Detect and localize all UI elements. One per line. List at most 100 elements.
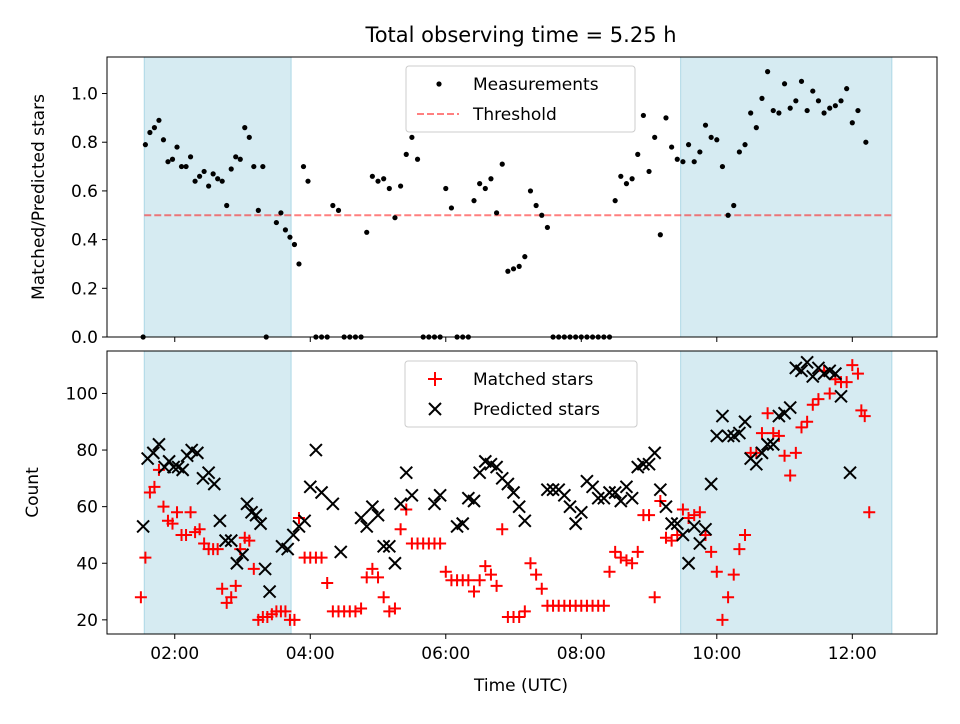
x-tick-label: 12:00 (828, 644, 877, 664)
matched-star-point (631, 545, 644, 558)
predicted-star-point (843, 465, 857, 480)
predicted-star-point (190, 446, 205, 460)
legend-measurements-label: Measurements (473, 75, 599, 95)
measurement-point (533, 202, 539, 209)
bottom-panel: 20 40 60 80 100 02:00 04:00 06:00 08:00 10:00 12:… (23, 350, 938, 696)
measurement-point (174, 144, 180, 150)
predicted-star-point (636, 457, 651, 471)
measurement-point (510, 266, 517, 272)
predicted-star-point (540, 482, 555, 497)
measurement-point (493, 210, 500, 216)
measurement-point (635, 151, 641, 157)
predicted-star-point (512, 499, 526, 514)
measurement-point (398, 183, 404, 189)
matched-star-point (148, 480, 161, 493)
bottom-y-axis-label: Count (23, 467, 43, 518)
matched-star-point (139, 551, 152, 564)
measurement-point (192, 178, 198, 184)
measurement-point (251, 163, 257, 170)
predicted-star-point (472, 465, 487, 480)
predicted-star-point (647, 446, 662, 460)
measurement-point (810, 88, 816, 94)
predicted-star-point (365, 499, 380, 514)
matched-star-point (643, 509, 656, 522)
measurement-point (787, 105, 793, 111)
predicted-star-point (602, 485, 617, 500)
matched-star-point (157, 500, 170, 513)
measurement-point (224, 202, 230, 209)
bottom-y-axis-ticks: 20 40 60 80 100 (66, 384, 107, 631)
predicted-star-point (393, 497, 408, 511)
predicted-star-point (670, 516, 684, 531)
matched-star-point (603, 565, 616, 578)
measurement-point (516, 263, 522, 269)
matched-star-point (462, 574, 475, 587)
predicted-star-point (286, 528, 301, 542)
matched-star-point (321, 577, 334, 590)
measurement-point (844, 86, 850, 92)
predicted-star-point (687, 519, 701, 534)
matched-star-point (496, 523, 509, 536)
measurement-point (855, 107, 861, 114)
matched-star-point (806, 398, 819, 411)
measurement-point (527, 188, 534, 194)
measurement-point (821, 110, 827, 116)
predicted-star-point (653, 482, 668, 497)
predicted-stars-series (136, 355, 857, 599)
predicted-star-point (501, 477, 515, 491)
matched-star-point (755, 427, 768, 440)
predicted-star-point (698, 522, 713, 536)
predicted-star-point (794, 364, 809, 378)
matched-star-point (315, 551, 328, 564)
measurement-point (804, 107, 810, 114)
bottom-shaded-regions (143, 350, 893, 635)
predicted-star-point (557, 488, 572, 503)
predicted-star-point (834, 389, 848, 403)
measurement-point (169, 156, 176, 162)
predicted-star-point (213, 514, 227, 528)
measurement-point (386, 185, 392, 192)
predicted-star-point (518, 514, 532, 528)
measurement-point (849, 120, 855, 126)
matched-star-point (767, 427, 780, 440)
measurement-point (623, 181, 630, 187)
predicted-star-point (297, 514, 312, 528)
predicted-star-point (249, 508, 263, 522)
shaded-region-1 (143, 350, 292, 635)
matched-star-point (863, 506, 876, 519)
measurement-point (731, 202, 737, 209)
predicted-star-point (608, 485, 622, 500)
measurement-point (165, 159, 171, 165)
predicted-star-point (664, 516, 679, 531)
matched-star-point (225, 591, 238, 604)
matched-star-point (513, 611, 526, 624)
y-tick-label: 0.0 (71, 328, 98, 348)
measurement-point (282, 227, 289, 233)
measurement-point (260, 163, 266, 170)
matched-star-point (349, 605, 362, 618)
matched-star-point (739, 528, 752, 541)
measurement-point (255, 207, 261, 213)
measurement-point (674, 156, 680, 162)
x-tick-label: 10:00 (692, 644, 741, 664)
measurement-point (708, 134, 714, 140)
legend-threshold-label: Threshold (472, 105, 557, 125)
matched-star-point (823, 387, 836, 400)
measurement-point (748, 110, 754, 116)
measurement-point (443, 185, 449, 192)
measurement-point (652, 134, 658, 140)
measurement-point (657, 232, 663, 238)
top-y-axis-ticks: 0.0 0.2 0.4 0.6 0.8 1.0 (71, 85, 107, 348)
predicted-star-point (166, 460, 181, 474)
predicted-star-point (585, 480, 600, 494)
shaded-region-2 (680, 56, 893, 338)
measurement-point (196, 173, 203, 179)
predicted-star-point (506, 485, 521, 500)
matched-star-point (388, 602, 401, 615)
x-tick-label: 06:00 (421, 644, 470, 664)
predicted-star-point (659, 499, 673, 514)
matched-star-point (360, 571, 373, 584)
predicted-star-point (760, 437, 775, 452)
chart-title: Total observing time = 5.25 h (364, 23, 676, 47)
measurement-point (187, 154, 194, 160)
